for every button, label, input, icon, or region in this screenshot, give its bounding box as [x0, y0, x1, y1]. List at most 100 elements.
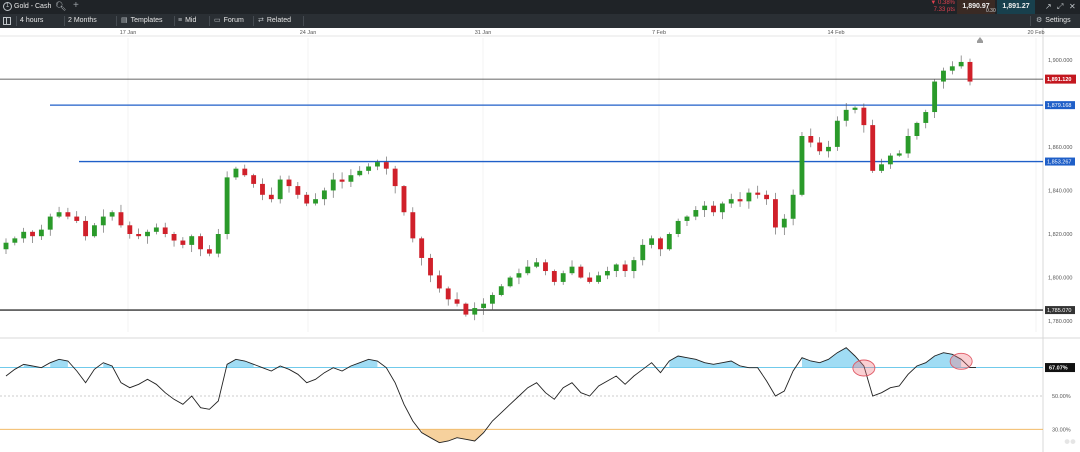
- candle-body: [100, 216, 106, 226]
- add-tab-icon[interactable]: +: [73, 0, 79, 11]
- candle-body: [551, 271, 557, 282]
- candle-body: [569, 266, 575, 274]
- candle-body: [118, 212, 124, 226]
- level-tag: [1045, 101, 1075, 110]
- peak-highlight-circle: [852, 359, 876, 377]
- candle-body: [127, 225, 133, 234]
- price-axis[interactable]: 1,900.0001,880.0001,860.0001,840.0001,82…: [1048, 58, 1072, 325]
- price-type-icon: ≡: [178, 17, 183, 24]
- templates-button[interactable]: ▤ Templates: [121, 14, 163, 28]
- oscillator-tick-label: 30.00%: [1052, 427, 1071, 433]
- y-tick-label: 1,800.000: [1048, 276, 1072, 282]
- y-tick-label: 1,780.000: [1048, 319, 1072, 325]
- mid-button[interactable]: ≡ Mid: [178, 14, 196, 28]
- candle-body: [507, 277, 513, 287]
- candle-body: [410, 212, 416, 239]
- settings-label: Settings: [1045, 17, 1071, 24]
- pin-icon[interactable]: ↗: [1045, 2, 1052, 11]
- candle-body: [604, 271, 610, 276]
- candle-body: [180, 240, 186, 245]
- y-tick-label: 1,820.000: [1048, 232, 1072, 238]
- candle-body: [834, 120, 840, 147]
- instrument-name[interactable]: Gold - Cash: [14, 3, 52, 10]
- candle-body: [65, 212, 71, 217]
- candle-body: [887, 155, 893, 165]
- candle-body: [463, 303, 469, 315]
- candle-body: [525, 266, 531, 274]
- candle-body: [357, 170, 363, 176]
- candlestick-series[interactable]: [3, 37, 983, 321]
- overbought-fill: [227, 359, 254, 368]
- candle-body: [764, 194, 770, 200]
- candle-body: [375, 162, 380, 167]
- candle-body: [896, 153, 902, 156]
- candle-body: [295, 186, 301, 195]
- candle-body: [215, 234, 221, 254]
- forum-label: Forum: [223, 17, 244, 24]
- candle-body: [932, 81, 938, 113]
- candle-body: [313, 199, 318, 204]
- candle-body: [737, 199, 743, 202]
- oscillator-line: [5, 347, 971, 444]
- related-button[interactable]: ⇄ Related: [258, 14, 291, 28]
- chart-grid: [0, 28, 1080, 452]
- layout-grid-icon[interactable]: [3, 17, 11, 25]
- x-tick-label: 17 Jan: [120, 30, 137, 36]
- search-icon[interactable]: 🔍︎: [55, 1, 67, 11]
- candle-body: [268, 194, 274, 200]
- candle-body: [304, 194, 310, 204]
- candle-body: [109, 212, 115, 217]
- candle-body: [189, 236, 195, 245]
- top-bar: 1 Gold - Cash 🔍︎ + ▼ 0.38% 7.33 pts 1,89…: [0, 0, 1080, 14]
- candle-body: [136, 234, 142, 237]
- price-chart[interactable]: 17 Jan 24 Jan 31 Jan 7 Feb 14 Feb 20 Feb 1,90…: [0, 28, 1080, 452]
- candle-body: [843, 109, 849, 121]
- overbought-fill: [350, 359, 378, 368]
- candle-body: [941, 70, 946, 82]
- price-levels[interactable]: 1,879.168 1,853.267 1,785.070 1,891.120: [0, 74, 1076, 315]
- candle-body: [251, 175, 257, 184]
- change-points: 7.33 pts: [933, 7, 955, 13]
- candle-body: [92, 225, 97, 237]
- candle-body: [658, 238, 663, 250]
- candle-body: [949, 66, 955, 71]
- candle-body: [746, 192, 752, 202]
- candle-body: [958, 61, 964, 67]
- y-tick-label: 1,840.000: [1048, 188, 1072, 194]
- candle-body: [817, 142, 823, 152]
- level-tag: [1045, 306, 1075, 315]
- candle-body: [286, 179, 292, 187]
- oscillator-panel[interactable]: 50.00% 30.00% 67.07%: [0, 347, 1075, 444]
- sell-price-button[interactable]: 1,890.97: [957, 0, 995, 14]
- candle-body: [321, 190, 327, 200]
- candle-body: [543, 262, 548, 272]
- buy-price-button[interactable]: 1,891.27: [997, 0, 1035, 14]
- candle-body: [622, 264, 628, 272]
- candle-body: [613, 264, 619, 272]
- watermark-logo: ••: [1064, 432, 1076, 451]
- candle-body: [206, 249, 212, 254]
- candle-body: [445, 288, 451, 300]
- settings-button[interactable]: ⚙ Settings: [1036, 14, 1071, 28]
- range-select[interactable]: 2 Months: [68, 17, 97, 24]
- chat-bubble-icon: ▭: [214, 17, 221, 24]
- candle-body: [596, 275, 601, 282]
- candle-body: [56, 212, 62, 217]
- expand-icon[interactable]: ⤢: [1057, 2, 1064, 11]
- level-label: 1,879.168: [1047, 103, 1071, 109]
- candle-body: [242, 168, 248, 176]
- related-arrows-icon: ⇄: [258, 17, 264, 24]
- forum-button[interactable]: ▭ Forum: [214, 14, 244, 28]
- overbought-fill: [669, 356, 741, 368]
- candle-body: [967, 61, 973, 82]
- close-icon[interactable]: ✕: [1069, 2, 1076, 11]
- timeframe-select[interactable]: 4 hours: [20, 17, 44, 24]
- candle-body: [366, 166, 372, 171]
- candle-body: [171, 234, 177, 241]
- y-tick-label: 1,860.000: [1048, 145, 1072, 151]
- candle-body: [879, 164, 884, 171]
- info-circle-icon[interactable]: 1: [3, 2, 12, 11]
- candle-body: [162, 227, 168, 234]
- time-axis: 17 Jan 24 Jan 31 Jan 7 Feb 14 Feb 20 Feb: [120, 30, 1045, 36]
- candle-body: [578, 266, 584, 278]
